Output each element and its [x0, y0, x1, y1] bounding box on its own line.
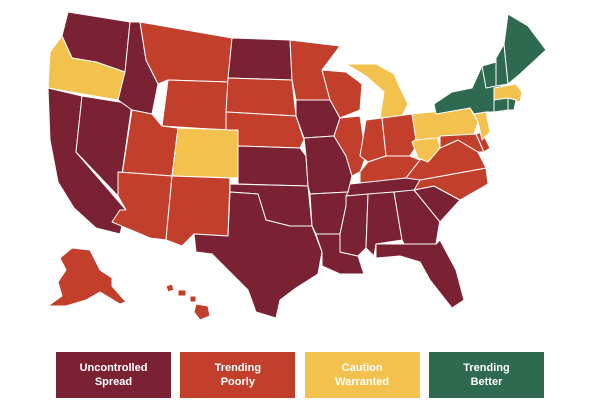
- state-michigan[interactable]: [345, 63, 409, 119]
- state-hawaii[interactable]: [165, 283, 211, 321]
- state-florida[interactable]: [375, 239, 465, 309]
- state-north-dakota[interactable]: [227, 37, 293, 81]
- state-texas[interactable]: [193, 191, 323, 319]
- state-colorado[interactable]: [171, 127, 239, 179]
- state-south-dakota[interactable]: [225, 77, 297, 117]
- state-connecticut[interactable]: [493, 97, 509, 113]
- state-wisconsin[interactable]: [321, 69, 363, 119]
- legend-trending-better: Trending Better: [428, 352, 544, 398]
- state-maine[interactable]: [503, 13, 547, 85]
- state-wyoming[interactable]: [161, 79, 229, 131]
- legend-caution-warranted: Caution Warranted: [304, 352, 420, 398]
- state-montana[interactable]: [139, 21, 233, 85]
- state-alaska[interactable]: [47, 247, 127, 307]
- state-kansas[interactable]: [237, 145, 309, 187]
- state-rhode-island[interactable]: [507, 97, 517, 111]
- legend-trending-poorly: Trending Poorly: [180, 352, 296, 398]
- state-illinois[interactable]: [333, 115, 367, 177]
- state-indiana[interactable]: [359, 117, 387, 163]
- legend: Uncontrolled Spread Trending Poorly Caut…: [56, 352, 544, 398]
- state-nebraska[interactable]: [225, 111, 305, 149]
- legend-uncontrolled-spread: Uncontrolled Spread: [56, 352, 171, 398]
